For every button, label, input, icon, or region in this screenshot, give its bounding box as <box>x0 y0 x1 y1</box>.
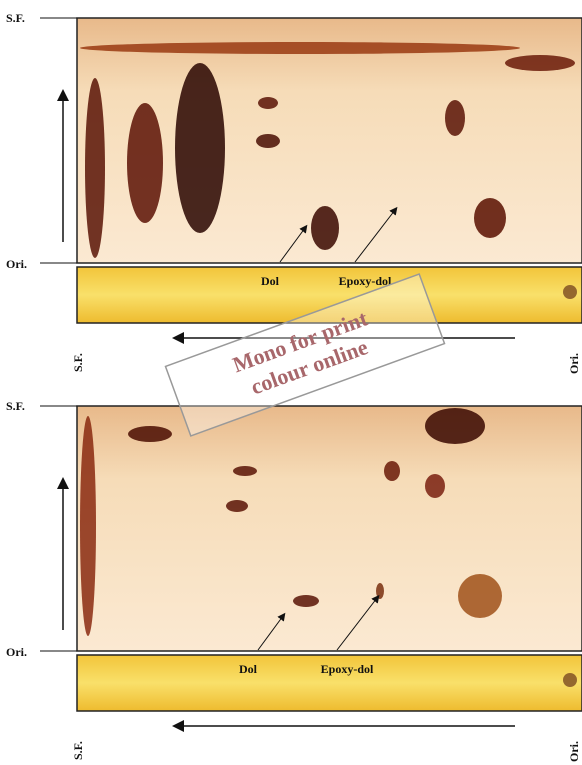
spot <box>425 408 485 444</box>
spot <box>256 134 280 148</box>
spot <box>85 78 105 258</box>
spot <box>80 416 96 636</box>
spot <box>474 198 506 238</box>
spot <box>293 595 319 607</box>
spot <box>311 206 339 250</box>
label: Epoxy-dol <box>321 662 374 676</box>
label: S.F. <box>6 399 25 413</box>
label: Ori. <box>567 353 581 374</box>
label: S.F. <box>71 353 85 372</box>
spot <box>127 103 163 223</box>
spot <box>376 583 384 599</box>
spot <box>458 574 502 618</box>
spot <box>505 55 575 71</box>
tlc-panel: S.F. Ori. Dol Epoxy-dol S.F. Ori. <box>6 399 582 762</box>
figure: S.F. Ori. Dol Epoxy-dol S.F. Ori. S.F. Ori. Dol E… <box>0 0 582 765</box>
spot <box>128 426 172 442</box>
label: S.F. <box>71 741 85 760</box>
spot <box>258 97 278 109</box>
label: Ori. <box>567 741 581 762</box>
label: Epoxy-dol <box>339 274 392 288</box>
spot <box>175 63 225 233</box>
strip-spot <box>563 673 577 687</box>
plate <box>77 406 582 651</box>
label: Dol <box>239 662 258 676</box>
label: Dol <box>261 274 280 288</box>
spot <box>425 474 445 498</box>
spot <box>384 461 400 481</box>
label: Ori. <box>6 257 27 271</box>
spot <box>226 500 248 512</box>
label: S.F. <box>6 11 25 25</box>
spot <box>445 100 465 136</box>
label: Ori. <box>6 645 27 659</box>
spot <box>80 42 520 54</box>
spot <box>233 466 257 476</box>
strip-spot <box>563 285 577 299</box>
